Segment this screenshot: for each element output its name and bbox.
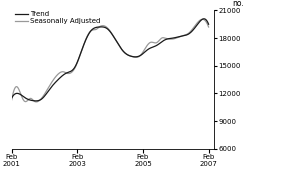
Y-axis label: no.: no. (232, 0, 244, 8)
Legend: Trend, Seasonally Adjusted: Trend, Seasonally Adjusted (15, 11, 101, 24)
